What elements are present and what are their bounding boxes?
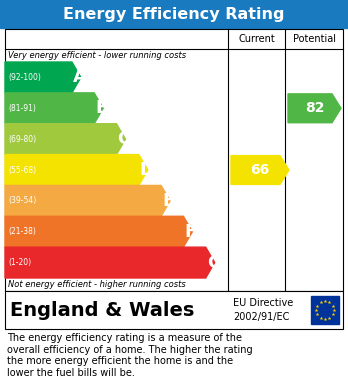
Text: (39-54): (39-54) xyxy=(8,196,36,205)
Text: The energy efficiency rating is a measure of the
overall efficiency of a home. T: The energy efficiency rating is a measur… xyxy=(7,333,253,378)
Text: 82: 82 xyxy=(305,101,324,115)
Text: (1-20): (1-20) xyxy=(8,258,31,267)
Text: (81-91): (81-91) xyxy=(8,104,36,113)
Text: England & Wales: England & Wales xyxy=(10,301,195,319)
Polygon shape xyxy=(5,247,215,278)
Text: EU Directive
2002/91/EC: EU Directive 2002/91/EC xyxy=(233,298,293,322)
Text: B: B xyxy=(95,99,109,117)
Text: F: F xyxy=(184,223,197,241)
Text: E: E xyxy=(162,192,174,210)
Text: (69-80): (69-80) xyxy=(8,135,36,143)
Bar xyxy=(5,29,343,291)
Text: (92-100): (92-100) xyxy=(8,73,41,82)
Polygon shape xyxy=(5,216,192,247)
Text: A: A xyxy=(73,68,87,86)
Text: Energy Efficiency Rating: Energy Efficiency Rating xyxy=(63,7,285,22)
Text: C: C xyxy=(118,130,131,148)
Polygon shape xyxy=(5,185,170,216)
Text: (21-38): (21-38) xyxy=(8,227,36,236)
Polygon shape xyxy=(5,154,148,185)
Bar xyxy=(311,296,339,324)
Bar xyxy=(5,291,343,329)
Text: 66: 66 xyxy=(250,163,270,177)
Bar xyxy=(0,0,348,28)
Text: Not energy efficient - higher running costs: Not energy efficient - higher running co… xyxy=(8,280,186,289)
Text: Very energy efficient - lower running costs: Very energy efficient - lower running co… xyxy=(8,51,186,60)
Text: Potential: Potential xyxy=(293,34,335,44)
Text: (55-68): (55-68) xyxy=(8,165,36,174)
Text: G: G xyxy=(207,254,222,272)
Polygon shape xyxy=(5,93,103,124)
Text: D: D xyxy=(140,161,155,179)
Polygon shape xyxy=(5,124,126,154)
Polygon shape xyxy=(5,62,81,93)
Polygon shape xyxy=(288,94,341,123)
Text: Current: Current xyxy=(238,34,275,44)
Polygon shape xyxy=(231,156,289,185)
